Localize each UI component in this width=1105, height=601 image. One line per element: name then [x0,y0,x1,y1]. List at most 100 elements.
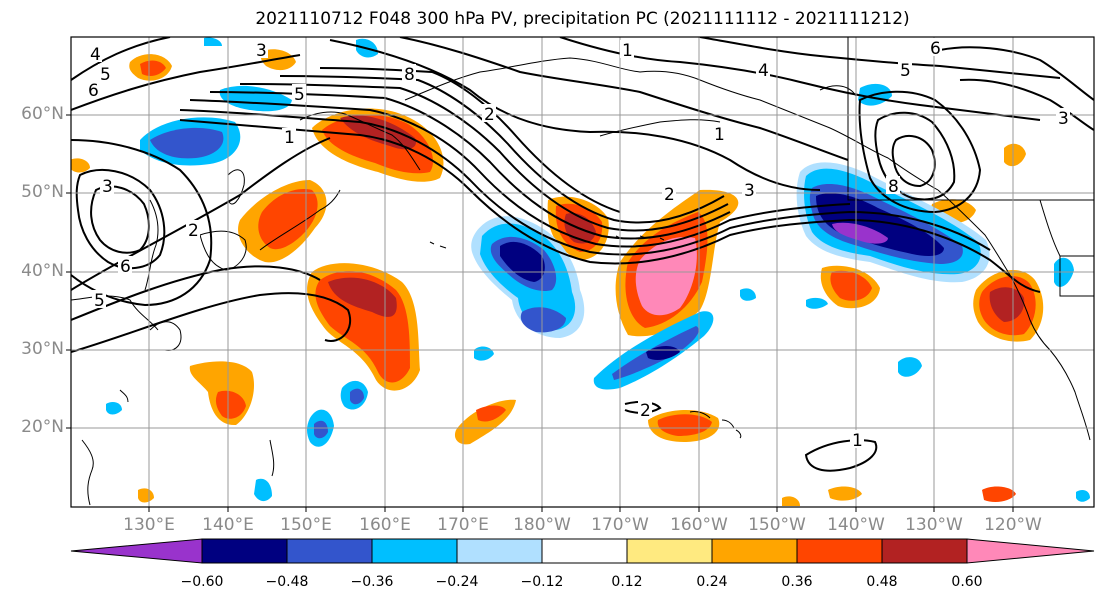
coastline [1059,256,1094,297]
lon-label: 140°E [202,515,254,535]
contour-label: 4 [90,45,101,65]
coastline [699,79,939,191]
pv-contour [858,90,982,214]
lon-label: 130°W [905,515,963,535]
colorbar-segment [626,538,713,564]
colorbar-segment [286,538,373,564]
graticule [71,37,1094,507]
lat-label: 60°N [21,104,64,124]
pv-contour [559,37,1041,121]
precip-negative-patch [254,478,272,502]
pv-contour [71,54,301,111]
pv-contours [71,37,1094,472]
coastline [144,199,159,291]
precip-negative-patch [520,307,566,333]
precip-positive-patch [989,287,1025,322]
pv-contour [90,185,150,254]
contour-label: 5 [94,291,105,311]
precip-negative-patch [150,127,224,159]
precip-positive-patch [454,399,516,445]
lon-label: 150°E [280,515,332,535]
pv-contour [71,265,321,321]
lon-label: 170°W [591,515,649,535]
contour-label: 6 [930,39,941,59]
precip-negative-patch [474,346,494,361]
pv-contour [189,99,851,248]
precip-positive-patch [830,270,872,301]
coastline [227,169,245,205]
precip-negative-patch [806,297,828,309]
pv-contour [891,134,936,188]
colorbar-segment [541,538,628,564]
contour-label: 2 [484,105,495,125]
pv-contour [71,37,171,81]
precip-positive-patch [828,486,862,501]
contour-label: 3 [1058,109,1069,129]
map-title: 2021110712 F048 300 hPa PV, precipitatio… [255,9,910,29]
precip-positive-patch [140,60,166,76]
precip-negative-patch [740,288,756,301]
coastline [71,295,159,331]
lon-label: 120°W [984,515,1042,535]
contour-label: 5 [100,65,111,85]
lon-label: 140°W [827,515,885,535]
contour-label: 4 [758,61,769,81]
pv-contour [874,111,956,201]
contour-label: 1 [284,128,295,148]
precip-positive-patch [258,189,318,250]
coastline [937,189,1091,441]
pv-contour [209,91,731,240]
contour-label: 8 [404,65,415,85]
colorbar-tick-label: −0.24 [435,574,479,590]
pv-contour [399,37,849,161]
precip-positive-patch [340,115,416,150]
precip-negative-patch [106,402,122,415]
colorbar-tick-label: 0.60 [951,574,983,590]
contour-label: 6 [120,257,131,277]
colorbar-tick-label: −0.12 [520,574,564,590]
contour-label: 5 [900,61,911,81]
colorbar-segment [371,538,458,564]
precip-negative-patch [219,85,292,112]
lon-label: 160°W [670,515,728,535]
coastline [119,389,129,403]
colorbar-tick-label: −0.60 [180,574,224,590]
pv-contour [624,400,662,414]
precip-positive-patch [657,414,712,436]
precip-positive-patch [215,390,246,419]
colorbar-tick-label: −0.36 [350,574,394,590]
coastline [847,37,1094,201]
pv-contour [279,75,725,224]
contour-label: 6 [88,81,99,101]
colorbar-segment [201,538,288,564]
colorbar-segment [966,538,1095,564]
colorbar-tick-label: 0.48 [866,574,898,590]
coastline [404,57,701,101]
pv-contour [319,67,621,213]
colorbar-tick-label: 0.12 [611,574,643,590]
coastline [149,321,182,351]
contour-label: 1 [714,125,725,145]
pv-contour [699,37,1061,79]
colorbar [70,538,1095,564]
lat-label: 30°N [21,339,64,359]
colorbar-tick-label: 0.24 [696,574,728,590]
precip-negative-patch [314,420,328,439]
precip-positive-patch [635,236,697,316]
precip-negative-patch [832,222,888,244]
lat-label: 20°N [21,417,64,437]
contour-label: 2 [664,185,675,205]
coastline [689,411,742,439]
precip-negative-patch [350,388,364,405]
contour-label: 3 [102,177,113,197]
colorbar-segment [70,538,203,564]
contour-label: 1 [622,41,633,61]
axis-ticks [66,114,1014,512]
colorbar-segment [711,538,798,564]
precip-positive-patch [782,496,800,506]
contour-label: 2 [640,401,651,421]
pv-contour [179,119,1041,293]
precip-positive-patch [71,158,90,173]
pv-contour [179,109,991,256]
